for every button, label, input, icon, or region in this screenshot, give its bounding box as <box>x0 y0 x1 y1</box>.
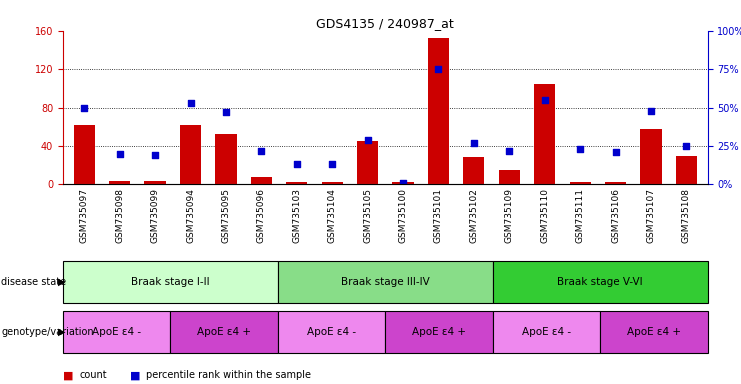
Text: GSM735102: GSM735102 <box>469 188 479 243</box>
Point <box>256 147 268 154</box>
Point <box>220 109 232 115</box>
Bar <box>286 182 308 184</box>
Point <box>397 180 409 186</box>
Bar <box>570 182 591 184</box>
Bar <box>428 38 449 184</box>
Point <box>610 149 622 155</box>
Text: ■: ■ <box>63 370 73 380</box>
Point <box>149 152 161 158</box>
Text: GSM735106: GSM735106 <box>611 188 620 243</box>
Bar <box>250 177 272 184</box>
Text: GSM735110: GSM735110 <box>540 188 549 243</box>
Bar <box>180 125 201 184</box>
Text: GSM735097: GSM735097 <box>80 188 89 243</box>
Text: ApoE ε4 -: ApoE ε4 - <box>92 327 142 337</box>
Text: GSM735105: GSM735105 <box>363 188 372 243</box>
Point <box>468 140 480 146</box>
Bar <box>144 182 166 184</box>
Text: Braak stage I-II: Braak stage I-II <box>131 277 210 287</box>
Text: GSM735099: GSM735099 <box>150 188 159 243</box>
Text: ApoE ε4 +: ApoE ε4 + <box>627 327 681 337</box>
Point <box>185 100 196 106</box>
Point <box>362 137 373 143</box>
Bar <box>322 182 343 184</box>
Point <box>113 151 125 157</box>
Point <box>503 147 515 154</box>
Point <box>290 161 302 167</box>
Text: GSM735095: GSM735095 <box>222 188 230 243</box>
Text: ApoE ε4 -: ApoE ε4 - <box>522 327 571 337</box>
Text: count: count <box>79 370 107 380</box>
Bar <box>499 170 520 184</box>
Text: GSM735100: GSM735100 <box>399 188 408 243</box>
Bar <box>109 182 130 184</box>
Text: GSM735098: GSM735098 <box>115 188 124 243</box>
Bar <box>640 129 662 184</box>
Bar <box>216 134 236 184</box>
Text: GSM735107: GSM735107 <box>646 188 656 243</box>
Text: GSM735103: GSM735103 <box>292 188 302 243</box>
Text: GSM735108: GSM735108 <box>682 188 691 243</box>
Text: GSM735094: GSM735094 <box>186 188 195 243</box>
Text: GDS4135 / 240987_at: GDS4135 / 240987_at <box>316 17 454 30</box>
Text: ApoE ε4 +: ApoE ε4 + <box>197 327 251 337</box>
Point <box>79 104 90 111</box>
Text: GSM735101: GSM735101 <box>434 188 443 243</box>
Text: GSM735111: GSM735111 <box>576 188 585 243</box>
Text: ApoE ε4 +: ApoE ε4 + <box>412 327 466 337</box>
Bar <box>357 141 378 184</box>
Point <box>433 66 445 72</box>
Text: Braak stage V-VI: Braak stage V-VI <box>557 277 643 287</box>
Bar <box>393 182 413 184</box>
Text: ■: ■ <box>130 370 140 380</box>
Text: Braak stage III-IV: Braak stage III-IV <box>341 277 430 287</box>
Text: disease state: disease state <box>1 277 67 287</box>
Point <box>645 108 657 114</box>
Text: ▶: ▶ <box>58 277 65 287</box>
Text: percentile rank within the sample: percentile rank within the sample <box>146 370 311 380</box>
Text: GSM735096: GSM735096 <box>257 188 266 243</box>
Text: genotype/variation: genotype/variation <box>1 327 94 337</box>
Text: GSM735109: GSM735109 <box>505 188 514 243</box>
Point <box>539 97 551 103</box>
Point <box>574 146 586 152</box>
Bar <box>676 156 697 184</box>
Bar <box>463 157 485 184</box>
Text: GSM735104: GSM735104 <box>328 188 336 243</box>
Bar <box>534 84 555 184</box>
Point <box>326 161 338 167</box>
Bar <box>73 125 95 184</box>
Text: ApoE ε4 -: ApoE ε4 - <box>307 327 356 337</box>
Bar <box>605 182 626 184</box>
Point <box>680 143 692 149</box>
Text: ▶: ▶ <box>58 327 65 337</box>
